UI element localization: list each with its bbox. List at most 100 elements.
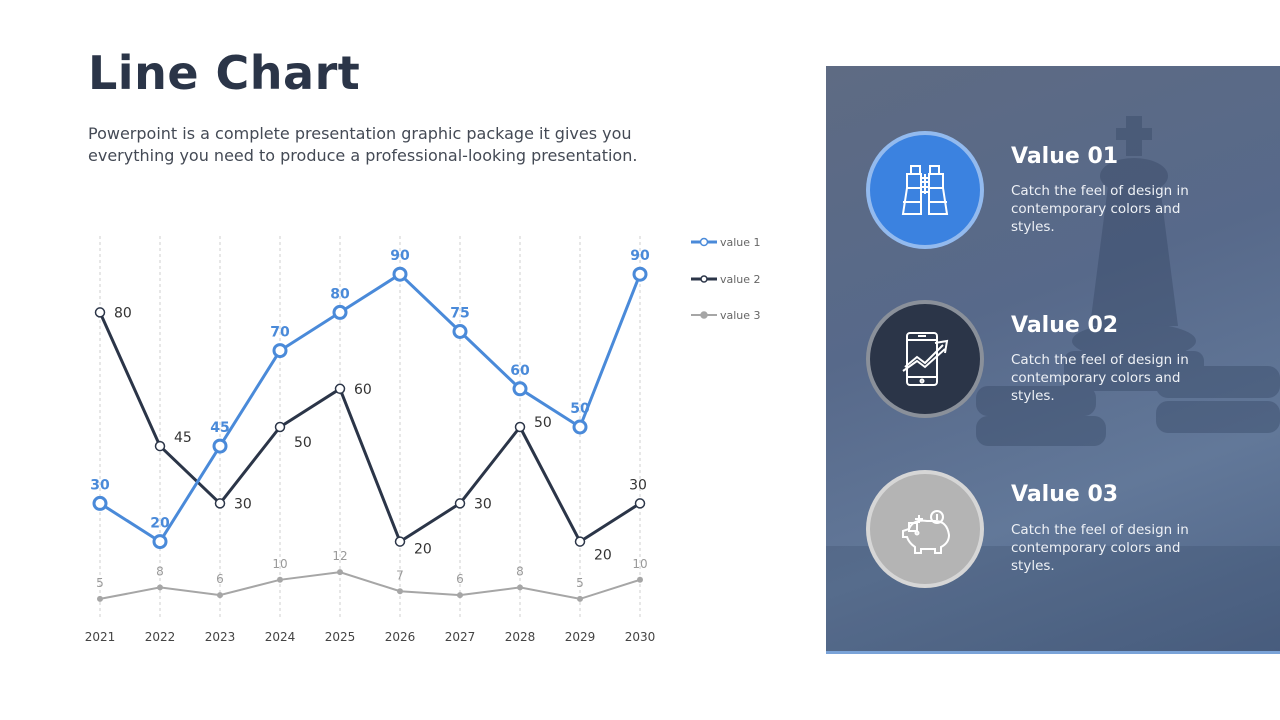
- series-value-2-data-label: 45: [174, 430, 192, 446]
- value-03-circle: [866, 470, 984, 588]
- x-tick-label: 2030: [625, 630, 656, 644]
- series-value-3-data-label: 5: [576, 576, 584, 590]
- series-value-1-data-label: 90: [630, 248, 650, 264]
- legend-swatch-marker: [699, 237, 709, 247]
- series-value-3-line: [99, 571, 641, 600]
- page-subtitle: Powerpoint is a complete presentation gr…: [88, 123, 728, 167]
- x-tick-label: 2027: [445, 630, 476, 644]
- x-tick-label: 2029: [565, 630, 596, 644]
- value-01-desc-line-3: styles.: [1011, 219, 1055, 235]
- series-value-3-point: [457, 592, 463, 599]
- series-value-3-data-label: 6: [216, 572, 224, 586]
- series-value-2-point: [274, 421, 286, 433]
- line-chart: 2021 2022 2023 2024 2025 2026 2027 2028 2029 2030…: [85, 236, 761, 644]
- series-value-2-point: [154, 440, 166, 452]
- value-02-desc-line-3: styles.: [1011, 388, 1055, 404]
- series-value-3-data-label: 7: [396, 568, 404, 582]
- series-value-2-point: [214, 498, 226, 509]
- value-01-desc-line-2: contemporary colors and: [1011, 201, 1181, 217]
- series-value-3-data-label: 5: [96, 576, 104, 590]
- series-value-2-data-label: 20: [594, 548, 612, 564]
- subtitle-line-1: Powerpoint is a complete presentation gr…: [88, 124, 632, 143]
- series-value-1-data-label: 45: [210, 420, 229, 436]
- series-value-3-point: [517, 584, 523, 591]
- piggy-bank-icon: [902, 510, 951, 554]
- series-value-1-point: [152, 534, 168, 550]
- value-01-circle: [866, 131, 984, 249]
- legend-swatch-marker: [700, 311, 708, 319]
- series-value-1-point: [392, 266, 408, 282]
- series-value-1-point: [272, 343, 288, 359]
- page-title: Line Chart: [88, 46, 361, 100]
- x-tick-label: 2025: [325, 630, 356, 644]
- binoculars-icon: [901, 165, 949, 215]
- value-03-desc-line-1: Catch the feel of design in: [1011, 522, 1189, 538]
- legend-label: value 3: [720, 309, 761, 322]
- series-value-3-data-label: 10: [272, 557, 287, 571]
- x-tick-label: 2023: [205, 630, 236, 644]
- value-02-desc-line-2: contemporary colors and: [1011, 370, 1181, 386]
- series-value-2-point: [334, 383, 346, 395]
- legend-label: value 1: [720, 236, 761, 249]
- series-value-1-data-label: 70: [270, 325, 290, 341]
- series-value-2-data-label: 20: [414, 542, 432, 558]
- value-02-desc-line-1: Catch the feel of design in: [1011, 352, 1189, 368]
- value-01-desc-line-1: Catch the feel of design in: [1011, 183, 1189, 199]
- series-value-2-point: [634, 498, 646, 509]
- series-value-3-point: [97, 595, 103, 602]
- series-value-3-data-label: 8: [516, 564, 524, 578]
- series-value-3-data-label: 12: [332, 549, 347, 563]
- series-value-1-point: [92, 495, 108, 511]
- value-02-description: Catch the feel of design in contemporary…: [1011, 351, 1211, 405]
- value-02-title: Value 02: [1011, 313, 1119, 338]
- series-value-2-data-label: 50: [534, 415, 552, 431]
- panel-bottom-accent: [826, 651, 1280, 654]
- series-value-2-data-label: 30: [234, 496, 252, 512]
- series-value-3-point: [637, 576, 643, 583]
- series-value-2-data-label: 80: [114, 305, 132, 321]
- x-tick-label: 2022: [145, 630, 176, 644]
- series-value-2-data-label: 30: [474, 496, 492, 512]
- value-01-title: Value 01: [1011, 144, 1119, 169]
- series-value-3-point: [337, 569, 343, 576]
- series-value-1-line: [99, 272, 642, 544]
- x-tick-label: 2028: [505, 630, 536, 644]
- series-value-3-point: [277, 576, 283, 583]
- series-value-2-point: [94, 307, 106, 318]
- series-value-1-data-label: 50: [570, 401, 590, 417]
- series-value-1-data-label: 60: [510, 363, 530, 379]
- value-03-title: Value 03: [1011, 482, 1119, 507]
- series-value-1-data-label: 20: [150, 516, 170, 532]
- value-02-circle: [866, 300, 984, 418]
- legend-label: value 2: [720, 273, 761, 286]
- series-value-3-point: [217, 592, 223, 599]
- series-value-3-data-label: 6: [456, 572, 464, 586]
- series-value-1-data-label: 30: [90, 477, 110, 493]
- info-panel: Value 01 Catch the feel of design in con…: [826, 66, 1280, 654]
- x-tick-label: 2021: [85, 630, 116, 644]
- series-value-1-data-label: 90: [390, 248, 410, 264]
- series-value-2-data-label: 50: [294, 435, 312, 451]
- phone-growth-icon: [902, 332, 949, 386]
- series-value-3-data-label: 8: [156, 564, 164, 578]
- series-value-2-point: [454, 498, 466, 509]
- series-value-2-point: [394, 536, 406, 547]
- series-value-1-point: [632, 266, 648, 282]
- series-value-1-data-label: 80: [330, 286, 350, 302]
- series-value-3-point: [157, 584, 163, 591]
- series-value-1-point: [452, 324, 468, 339]
- value-03-desc-line-3: styles.: [1011, 558, 1055, 574]
- series-value-1-point: [332, 304, 348, 320]
- subtitle-line-2: everything you need to produce a profess…: [88, 146, 638, 165]
- series-value-2-point: [574, 536, 586, 547]
- series-value-1-point: [212, 438, 228, 454]
- series-value-2-point: [514, 421, 526, 433]
- series-value-2-line: [98, 311, 641, 544]
- series-value-3-point: [577, 595, 583, 602]
- x-tick-label: 2024: [265, 630, 296, 644]
- series-value-1-point: [512, 381, 528, 397]
- series-value-1-data-label: 75: [450, 306, 469, 322]
- series-value-2-data-label: 60: [354, 382, 372, 398]
- value-03-desc-line-2: contemporary colors and: [1011, 540, 1181, 556]
- legend-swatch-marker: [700, 275, 708, 283]
